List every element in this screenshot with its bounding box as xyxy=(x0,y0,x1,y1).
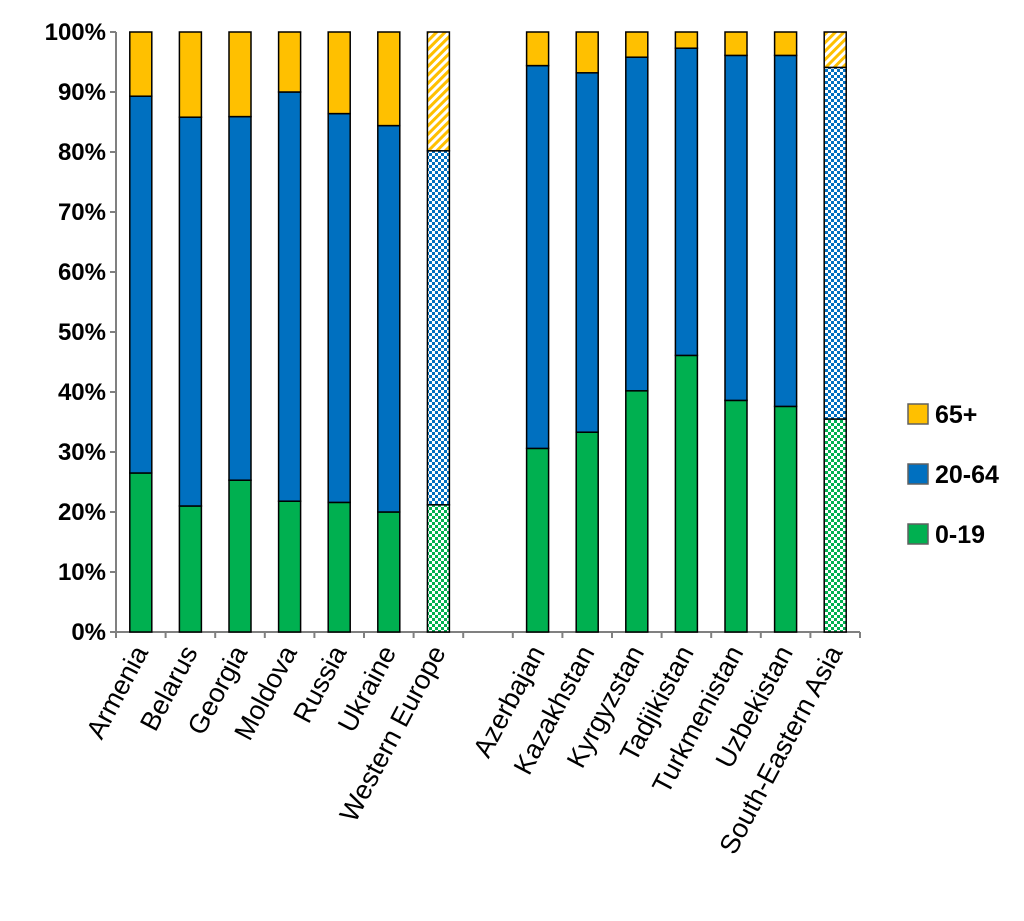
bar-segment-20-64 xyxy=(674,47,699,357)
bar-segment-65plus xyxy=(823,31,847,69)
bar-segment-20-64 xyxy=(327,112,351,504)
bar-segment-20-64 xyxy=(277,91,302,502)
legend-label: 65+ xyxy=(935,401,977,429)
bars xyxy=(129,31,847,633)
y-tick-label: 70% xyxy=(58,199,106,226)
bar-segment-65plus xyxy=(525,31,550,67)
bar-segment-20-64 xyxy=(575,72,599,433)
bar-segment-0-19 xyxy=(178,505,203,633)
bar-segment-65plus xyxy=(377,31,401,127)
category-labels: ArmeniaBelarusGeorgiaMoldovaRussiaUkrain… xyxy=(80,640,849,859)
bar-segment-20-64 xyxy=(773,54,798,408)
bar-segment-65plus xyxy=(178,31,203,118)
bar-segment-65plus xyxy=(625,31,649,58)
bar-segment-0-19 xyxy=(625,390,649,633)
bar-segment-65plus xyxy=(277,31,302,93)
bar-segment-20-64 xyxy=(625,56,649,392)
legend: 65+ 20-64 0-19 xyxy=(907,401,999,549)
bar-segment-65plus xyxy=(129,31,153,97)
y-tick-label: 30% xyxy=(58,439,106,466)
y-tick-label: 20% xyxy=(58,499,106,526)
bar-segment-0-19 xyxy=(575,431,599,633)
bar-segment-65plus xyxy=(327,31,351,115)
y-tick-label: 60% xyxy=(58,259,106,286)
bar-segment-20-64 xyxy=(724,54,748,402)
y-tick-label: 40% xyxy=(58,379,106,406)
bar-segment-0-19 xyxy=(674,354,699,633)
bar-segment-20-64 xyxy=(426,150,451,506)
bar-segment-20-64 xyxy=(129,95,153,474)
legend-swatch xyxy=(907,463,929,485)
bar-segment-0-19 xyxy=(228,479,252,633)
y-tick-label: 50% xyxy=(58,319,106,346)
bar-segment-0-19 xyxy=(129,472,153,633)
bar-segment-20-64 xyxy=(228,115,252,481)
bar-segment-0-19 xyxy=(277,500,302,633)
y-tick-label: 100% xyxy=(45,19,106,46)
x-tick-label: Armenia xyxy=(80,640,154,744)
bar-segment-0-19 xyxy=(327,501,351,633)
y-tick-label: 80% xyxy=(58,139,106,166)
bar-segment-20-64 xyxy=(823,66,847,420)
bar-segment-20-64 xyxy=(377,124,401,513)
legend-label: 20-64 xyxy=(935,461,999,489)
bar-segment-0-19 xyxy=(724,399,748,633)
bar-segment-20-64 xyxy=(525,64,550,450)
bar-segment-20-64 xyxy=(178,116,203,507)
bar-segment-65plus xyxy=(674,31,699,49)
bar-segment-65plus xyxy=(426,31,451,152)
bar-segment-0-19 xyxy=(525,447,550,633)
bar-segment-65plus xyxy=(575,31,599,74)
bar-segment-0-19 xyxy=(823,418,847,633)
legend-swatch xyxy=(907,523,929,545)
y-tick-label: 90% xyxy=(58,79,106,106)
y-tick-label: 0% xyxy=(71,619,106,646)
bar-segment-0-19 xyxy=(377,511,401,633)
legend-label: 0-19 xyxy=(935,521,985,549)
bar-segment-65plus xyxy=(773,31,798,57)
bar-segment-0-19 xyxy=(426,504,451,633)
legend-swatch xyxy=(907,403,929,425)
bar-segment-65plus xyxy=(724,31,748,57)
y-tick-label: 10% xyxy=(58,559,106,586)
bar-segment-65plus xyxy=(228,31,252,118)
bar-segment-0-19 xyxy=(773,405,798,633)
